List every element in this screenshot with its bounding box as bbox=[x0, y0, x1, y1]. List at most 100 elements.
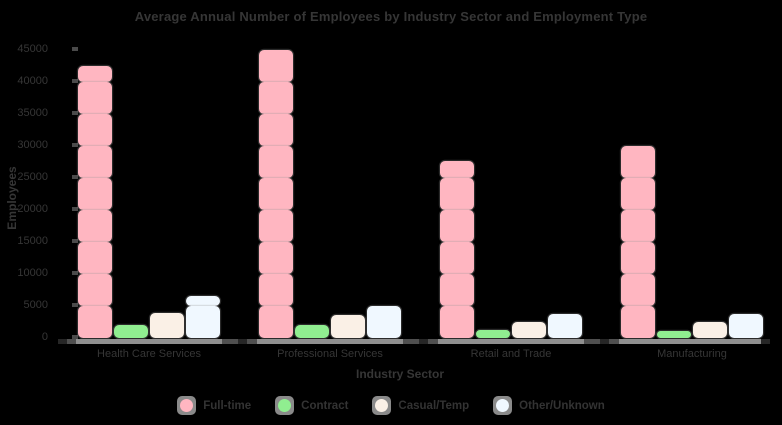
bar-segment bbox=[186, 306, 220, 338]
bar-segment bbox=[621, 274, 655, 306]
bar-segment bbox=[331, 315, 365, 338]
y-tick-label: 5000 bbox=[23, 298, 48, 311]
y-tick-label: 20000 bbox=[17, 202, 48, 215]
bar-other-unknown[interactable] bbox=[729, 314, 763, 338]
bar-contract[interactable] bbox=[476, 330, 510, 338]
bar-segment bbox=[150, 313, 184, 338]
x-tick-mark bbox=[238, 339, 247, 344]
y-tick-mark bbox=[72, 271, 78, 275]
legend-label: Other/Unknown bbox=[519, 399, 605, 412]
y-tick-mark bbox=[72, 239, 78, 243]
bar-segment bbox=[259, 306, 293, 338]
bar-segment bbox=[548, 314, 582, 338]
bar-other-unknown[interactable] bbox=[548, 314, 582, 338]
bar-segment bbox=[295, 325, 329, 338]
legend-swatch bbox=[177, 396, 197, 415]
bar-segment bbox=[621, 178, 655, 210]
chart-title: Average Annual Number of Employees by In… bbox=[134, 9, 648, 24]
legend-swatch bbox=[275, 396, 295, 415]
x-category-label: Manufacturing bbox=[657, 348, 727, 360]
legend-swatch bbox=[493, 396, 513, 415]
bar-full-time[interactable] bbox=[78, 66, 112, 338]
y-tick-mark bbox=[72, 79, 78, 83]
legend: Full-time Contract Casual/Temp Other/Unknow… bbox=[0, 396, 782, 415]
bar-other-unknown[interactable] bbox=[186, 296, 220, 338]
bar-other-unknown[interactable] bbox=[367, 306, 401, 338]
bar-segment bbox=[259, 114, 293, 146]
bar-segment bbox=[78, 82, 112, 114]
y-tick-mark bbox=[72, 175, 78, 179]
bar-full-time[interactable] bbox=[621, 146, 655, 338]
bar-casual-temp[interactable] bbox=[512, 322, 546, 338]
bar-segment bbox=[78, 146, 112, 178]
bar-segment bbox=[621, 242, 655, 274]
x-axis-group-segment bbox=[76, 339, 222, 344]
bar-casual-temp[interactable] bbox=[331, 315, 365, 338]
bar-segment bbox=[440, 161, 474, 178]
x-axis-group-segment bbox=[257, 339, 403, 344]
bar-full-time[interactable] bbox=[259, 50, 293, 338]
legend-color-dot bbox=[496, 399, 510, 412]
legend-item-contract[interactable]: Contract bbox=[275, 396, 348, 415]
bar-segment bbox=[78, 306, 112, 338]
bar-segment bbox=[259, 274, 293, 306]
bar-segment bbox=[259, 82, 293, 114]
legend-label: Casual/Temp bbox=[398, 399, 470, 412]
y-tick-mark bbox=[72, 47, 78, 51]
bar-segment bbox=[367, 306, 401, 338]
x-axis-line bbox=[58, 339, 770, 344]
y-tick-label: 40000 bbox=[17, 74, 48, 87]
legend-label: Full-time bbox=[203, 399, 252, 412]
bar-segment bbox=[512, 322, 546, 338]
y-tick-mark bbox=[72, 111, 78, 115]
bar-segment bbox=[621, 306, 655, 338]
y-tick-label: 15000 bbox=[17, 234, 48, 247]
bar-segment bbox=[621, 146, 655, 178]
bar-full-time[interactable] bbox=[440, 161, 474, 338]
bar-segment bbox=[78, 178, 112, 210]
x-axis-group-segment bbox=[619, 339, 765, 344]
bar-segment bbox=[78, 210, 112, 242]
bar-segment bbox=[693, 322, 727, 338]
bar-segment bbox=[440, 306, 474, 338]
bar-segment bbox=[440, 178, 474, 210]
y-axis-title: Employees bbox=[5, 166, 19, 230]
bar-casual-temp[interactable] bbox=[693, 322, 727, 338]
x-tick-mark bbox=[58, 339, 67, 344]
bar-casual-temp[interactable] bbox=[150, 313, 184, 338]
bar-segment bbox=[476, 330, 510, 338]
x-tick-mark bbox=[761, 339, 770, 344]
bar-segment bbox=[259, 210, 293, 242]
legend-item-full-time[interactable]: Full-time bbox=[177, 396, 251, 415]
legend-label: Contract bbox=[301, 399, 349, 412]
bar-contract[interactable] bbox=[295, 325, 329, 338]
legend-swatch bbox=[372, 396, 392, 415]
bar-segment bbox=[186, 296, 220, 306]
y-tick-label: 10000 bbox=[17, 266, 48, 279]
y-tick-mark bbox=[72, 303, 78, 307]
y-tick-label: 30000 bbox=[17, 138, 48, 151]
x-tick-mark bbox=[419, 339, 428, 344]
legend-color-dot bbox=[375, 399, 389, 412]
bar-segment bbox=[78, 66, 112, 82]
legend-color-dot bbox=[278, 399, 292, 412]
y-tick-label: 0 bbox=[41, 330, 48, 343]
y-tick-label: 35000 bbox=[17, 106, 48, 119]
y-tick-mark bbox=[72, 143, 78, 147]
y-tick-mark bbox=[72, 207, 78, 211]
bar-segment bbox=[259, 50, 293, 82]
bar-segment bbox=[114, 325, 148, 338]
legend-item-other-unknown[interactable]: Other/Unknown bbox=[493, 396, 605, 415]
bar-segment bbox=[440, 242, 474, 274]
legend-item-casual-temp[interactable]: Casual/Temp bbox=[372, 396, 469, 415]
x-category-label: Retail and Trade bbox=[470, 348, 552, 360]
bar-segment bbox=[78, 242, 112, 274]
x-tick-mark bbox=[600, 339, 609, 344]
bar-contract[interactable] bbox=[657, 331, 691, 338]
bar-segment bbox=[657, 331, 691, 338]
x-axis-group-segment bbox=[438, 339, 584, 344]
bar-contract[interactable] bbox=[114, 325, 148, 338]
bar-segment bbox=[259, 146, 293, 178]
y-tick-label: 25000 bbox=[17, 170, 48, 183]
